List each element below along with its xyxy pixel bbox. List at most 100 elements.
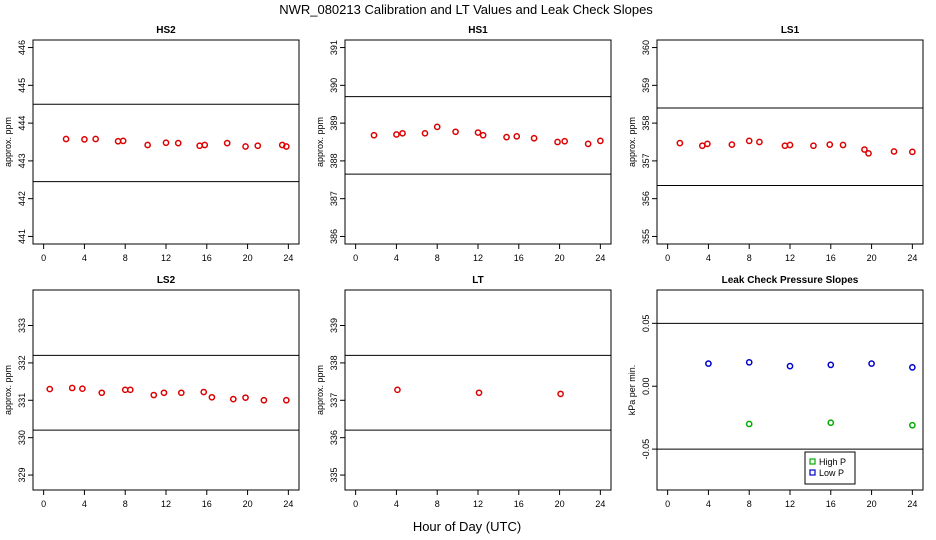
x-tick-label: 8 — [435, 253, 440, 263]
x-tick-label: 12 — [785, 499, 795, 509]
x-tick-label: 24 — [907, 499, 917, 509]
data-point — [745, 137, 753, 145]
data-point — [370, 131, 378, 139]
y-tick-label: 445 — [17, 78, 27, 93]
x-tick-label: 12 — [161, 499, 171, 509]
data-point — [208, 393, 216, 401]
y-tick-label: 335 — [329, 468, 339, 483]
x-tick-label: 4 — [394, 499, 399, 509]
data-point — [282, 143, 290, 150]
panel-title: LS2 — [157, 275, 176, 286]
data-point — [728, 141, 736, 148]
data-point — [865, 149, 872, 157]
data-point — [282, 396, 290, 404]
data-point — [479, 131, 487, 139]
data-point — [162, 139, 170, 147]
panel-title: LT — [472, 275, 483, 286]
data-point — [433, 123, 441, 131]
x-tick-label: 24 — [595, 499, 605, 509]
data-point — [242, 394, 249, 402]
data-point — [475, 389, 483, 397]
y-tick-label: 0.05 — [641, 315, 651, 333]
y-tick-label: 359 — [641, 78, 651, 93]
y-tick-label: 387 — [329, 191, 339, 206]
data-point — [561, 137, 569, 145]
data-point — [223, 139, 231, 147]
data-point — [254, 142, 262, 150]
panel-1: HS2 approx. ppm 0 4 8 12 16 20 24 441 442 443 444 445… — [3, 25, 300, 263]
data-point — [452, 128, 459, 136]
legend-swatch — [809, 469, 816, 476]
x-tick-label: 4 — [394, 253, 399, 263]
y-axis-label: approx. ppm — [3, 365, 13, 415]
data-point — [242, 143, 249, 150]
y-tick-label: -0.05 — [641, 439, 651, 460]
data-point — [177, 389, 185, 397]
x-tick-label: 20 — [867, 499, 877, 509]
data-point — [201, 141, 209, 149]
x-tick-label: 24 — [595, 253, 605, 263]
x-tick-label: 12 — [473, 499, 483, 509]
x-tick-label: 12 — [473, 253, 483, 263]
x-axis-title: Hour of Day (UTC) — [413, 519, 521, 534]
data-point — [745, 420, 753, 428]
y-tick-label: 441 — [17, 229, 27, 244]
data-point — [62, 135, 70, 143]
x-tick-label: 0 — [41, 253, 46, 263]
legend-label: Low P — [819, 468, 844, 478]
data-point — [909, 364, 916, 371]
x-tick-label: 0 — [665, 253, 670, 263]
y-tick-label: 446 — [17, 40, 27, 55]
data-point — [584, 140, 592, 148]
x-tick-label: 16 — [826, 253, 836, 263]
x-tick-label: 0 — [41, 499, 46, 509]
panel-title: HS2 — [156, 25, 176, 36]
y-tick-label: 442 — [17, 191, 27, 206]
data-point — [98, 389, 106, 397]
data-point — [597, 137, 604, 145]
panel-5: LT approx. ppm 0 4 8 12 16 20 24 335 336 337 338 339 — [315, 275, 612, 509]
plot-frame — [656, 289, 924, 491]
data-point — [827, 361, 835, 369]
x-tick-label: 0 — [665, 499, 670, 509]
data-point — [474, 129, 482, 136]
data-point — [810, 142, 817, 150]
x-tick-label: 20 — [243, 499, 253, 509]
panel-title: Leak Check Pressure Slopes — [722, 275, 859, 286]
figure-title: NWR_080213 Calibration and LT Values and… — [279, 2, 653, 17]
x-tick-label: 12 — [785, 253, 795, 263]
x-tick-label: 16 — [514, 253, 524, 263]
x-tick-label: 20 — [243, 253, 253, 263]
data-point — [150, 391, 158, 399]
data-point — [81, 136, 88, 143]
x-tick-label: 4 — [82, 253, 87, 263]
y-tick-label: 360 — [641, 40, 651, 55]
data-point — [421, 129, 429, 137]
data-point — [144, 141, 151, 149]
data-point — [394, 386, 401, 394]
data-point — [513, 132, 521, 140]
y-tick-label: 333 — [17, 318, 27, 333]
y-tick-label: 332 — [17, 355, 27, 370]
panel-title: LS1 — [781, 25, 800, 36]
x-tick-label: 24 — [907, 253, 917, 263]
legend-box — [804, 451, 856, 485]
y-axis-label: approx. ppm — [315, 365, 325, 415]
x-tick-label: 4 — [706, 499, 711, 509]
y-axis-label: kPa per min. — [627, 365, 637, 416]
y-tick-label: 336 — [329, 430, 339, 445]
legend-label: High P — [819, 457, 846, 467]
data-point — [200, 388, 208, 396]
y-tick-label: 358 — [641, 116, 651, 131]
y-tick-label: 357 — [641, 153, 651, 168]
data-point — [909, 421, 916, 429]
plot-frame — [32, 39, 300, 245]
y-tick-label: 330 — [17, 430, 27, 445]
data-point — [745, 358, 753, 366]
x-tick-label: 20 — [867, 253, 877, 263]
data-point — [704, 140, 711, 148]
y-tick-label: 338 — [329, 355, 339, 370]
data-point — [46, 385, 54, 393]
y-tick-label: 388 — [329, 153, 339, 168]
